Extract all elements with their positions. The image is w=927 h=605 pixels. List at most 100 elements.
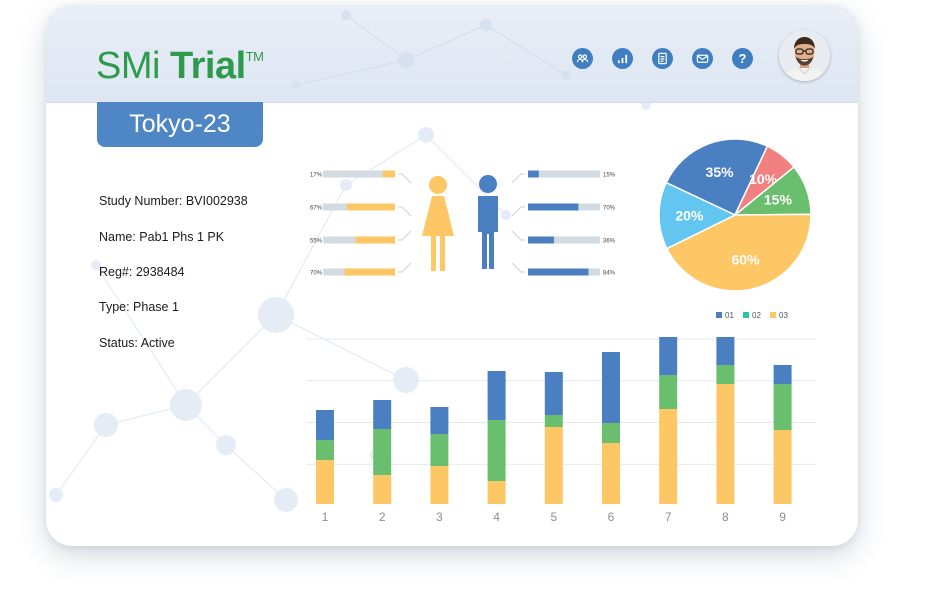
bar-segment-03[interactable] [773,430,792,504]
x-tick-label: 2 [379,510,386,524]
site-name-badge[interactable]: Tokyo-23 [97,102,263,147]
bar-segment-02[interactable] [602,423,620,443]
female-stat-connector [398,173,412,184]
bar-segment-01[interactable] [716,337,735,365]
bar-segment-01[interactable] [659,337,678,375]
bar-segment-02[interactable] [716,365,735,384]
study-name: Name: Pab1 Phs 1 PK [99,230,225,244]
x-tick-label: 7 [665,510,672,524]
x-tick-label: 4 [493,510,500,524]
logo-trademark: TM [245,49,264,64]
study-number: Study Number: BVI002938 [99,194,248,208]
avatar-portrait [779,30,830,81]
male-stat-label: 70% [603,206,616,212]
bar-segment-02[interactable] [430,434,449,466]
legend-label: 02 [752,311,761,320]
logo-smi: SMi [96,45,160,87]
male-stat-track [528,236,600,244]
header-icons: ? [572,48,753,69]
bar-segment-02[interactable] [487,420,506,481]
bar-segment-01[interactable] [602,352,620,423]
x-tick-label: 9 [779,510,786,524]
bar-segment-03[interactable] [716,384,735,504]
pie-slice-label: 10% [749,171,778,187]
pie-slice[interactable] [665,138,769,216]
x-tick-label: 6 [608,510,615,524]
male-figure-icon [478,175,498,269]
bar-segment-03[interactable] [430,466,449,504]
male-stat-label: 15% [603,173,616,179]
bar-segment-01[interactable] [430,407,449,434]
analytics-icon[interactable] [612,48,633,69]
bar-segment-03[interactable] [487,481,506,504]
x-tick-label: 8 [722,510,729,524]
male-stat-label: 84% [603,271,616,277]
mail-icon[interactable] [692,48,713,69]
female-stat-track [323,170,395,178]
male-stat-bar [528,268,589,276]
male-stat-bar [528,170,539,178]
female-stat-bar [346,203,395,211]
male-stat-bar [528,236,554,244]
bar-segment-01[interactable] [544,372,563,415]
female-stat-bar [355,236,395,244]
bar-segment-01[interactable] [373,400,392,429]
pie-chart: 35% 10% 15% 60% 20% [658,138,812,292]
help-icon[interactable]: ? [732,48,753,69]
female-stat-bar [344,268,395,276]
bar-segment-02[interactable] [373,429,392,475]
app-logo: SMi TrialTM [96,45,264,88]
bar-segment-02[interactable] [659,375,678,409]
bar-segment-02[interactable] [773,384,792,430]
logo-trial: Trial [170,45,246,87]
stacked-bar-chart: 1 2 3 4 5 6 7 8 9 01 02 03 [306,311,816,524]
pie-slice-label: 60% [732,251,761,267]
male-stat-connector [511,173,525,184]
male-stat-track [528,170,600,178]
pie-slice[interactable] [665,213,812,292]
male-stat-connector [511,206,525,217]
header-network [292,10,571,89]
bar-segment-02[interactable] [544,415,563,427]
demographics-chart: 17% 67% 55% 70% 15% 70% 36% 84% [310,170,616,277]
female-figure-icon [422,176,454,271]
bar-segment-01[interactable] [773,365,792,384]
bar-segment-03[interactable] [316,460,334,504]
x-tick-label: 3 [436,510,443,524]
user-avatar[interactable] [779,30,830,81]
female-stat-bar [382,170,395,178]
male-stat-bar [528,203,579,211]
legend-swatch [743,312,749,318]
pie-slice[interactable] [658,181,737,250]
study-type: Type: Phase 1 [99,300,179,314]
bar-segment-03[interactable] [602,443,620,504]
female-stat-label: 17% [310,173,323,179]
female-stat-connector [398,206,412,217]
legend-label: 03 [779,311,788,320]
male-stat-label: 36% [603,239,616,245]
pie-slice-label: 20% [675,207,704,223]
female-stat-label: 67% [310,206,323,212]
dashboard-card: SMi TrialTM ? [46,5,858,546]
app-header: SMi TrialTM ? [46,5,858,103]
female-stat-connector [398,262,412,273]
bar-segment-03[interactable] [373,475,392,504]
female-stat-label: 55% [310,239,323,245]
pie-slice-label: 35% [706,164,735,180]
bar-segment-02[interactable] [316,440,334,460]
document-icon[interactable] [652,48,673,69]
x-tick-label: 1 [322,510,329,524]
male-stat-connector [511,262,525,273]
bar-segment-03[interactable] [544,427,563,504]
pie-slice-label: 15% [764,192,793,208]
community-icon[interactable] [572,48,593,69]
study-reg: Reg#: 2938484 [99,265,185,279]
bar-segment-03[interactable] [659,409,678,504]
study-status: Status: Active [99,336,175,350]
legend-label: 01 [725,311,734,320]
male-stat-connector [511,230,525,241]
bar-segment-01[interactable] [316,410,334,440]
female-stat-connector [398,230,412,241]
bar-segment-01[interactable] [487,371,506,420]
x-tick-label: 5 [550,510,557,524]
